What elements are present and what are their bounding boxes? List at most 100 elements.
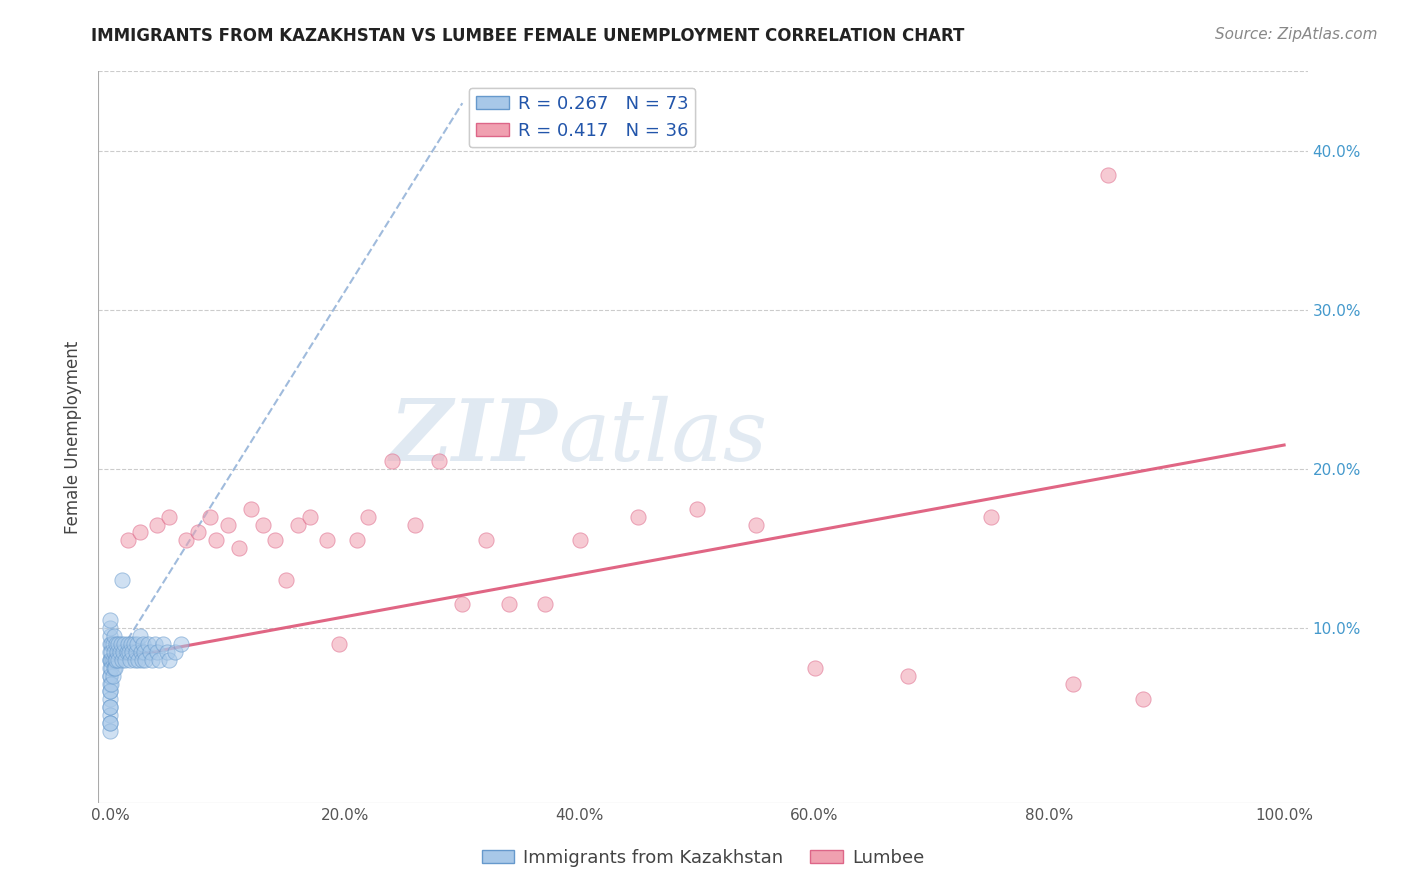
Point (217, 517, 239, 532)
Point (115, 645, 138, 659)
Text: IMMIGRANTS FROM KAZAKHSTAN VS LUMBEE FEMALE UNEMPLOYMENT CORRELATION CHART: IMMIGRANTS FROM KAZAKHSTAN VS LUMBEE FEM… (91, 27, 965, 45)
Point (134, 653, 156, 667)
Point (107, 637, 129, 651)
Point (131, 653, 153, 667)
Point (117, 533, 139, 548)
Point (98, 668, 121, 682)
Point (112, 637, 135, 651)
Point (108, 645, 131, 659)
Point (98, 637, 121, 651)
Point (357, 509, 380, 524)
Point (98, 653, 121, 667)
Point (121, 645, 143, 659)
Point (98, 621, 121, 635)
Point (298, 509, 321, 524)
Point (686, 501, 709, 516)
Point (128, 629, 150, 643)
Point (533, 597, 555, 611)
Point (176, 533, 198, 548)
Point (136, 637, 159, 651)
Point (141, 653, 163, 667)
Point (125, 645, 148, 659)
Point (110, 637, 132, 651)
Text: atlas: atlas (558, 396, 768, 478)
Point (1062, 676, 1084, 690)
Point (98, 629, 121, 643)
Point (111, 573, 134, 587)
Point (627, 509, 650, 524)
Point (98, 708, 121, 723)
Point (111, 653, 134, 667)
Point (105, 637, 128, 651)
Point (328, 637, 350, 651)
Point (745, 517, 768, 532)
Point (148, 653, 170, 667)
Point (100, 676, 122, 690)
Point (112, 645, 135, 659)
Point (228, 541, 250, 556)
Point (427, 454, 450, 468)
Point (1132, 692, 1154, 706)
Point (98, 716, 121, 731)
Point (404, 517, 426, 532)
Point (346, 533, 368, 548)
Point (128, 525, 150, 540)
Point (122, 637, 145, 651)
Point (980, 509, 1002, 524)
Point (98, 660, 121, 674)
Point (204, 533, 226, 548)
Point (252, 517, 274, 532)
Point (198, 509, 221, 524)
Point (316, 533, 339, 548)
Point (1097, 168, 1119, 182)
Point (169, 637, 191, 651)
Point (117, 637, 139, 651)
Text: ZIP: ZIP (389, 395, 558, 479)
Point (98, 716, 121, 731)
Point (101, 668, 124, 682)
Point (118, 645, 141, 659)
Point (127, 653, 149, 667)
Point (100, 653, 122, 667)
Point (139, 645, 162, 659)
Point (101, 653, 124, 667)
Point (104, 660, 127, 674)
Legend: R = 0.267   N = 73, R = 0.417   N = 36: R = 0.267 N = 73, R = 0.417 N = 36 (468, 87, 696, 147)
Point (98, 684, 121, 698)
Point (98, 653, 121, 667)
Point (134, 645, 156, 659)
Point (240, 501, 263, 516)
Point (451, 597, 474, 611)
Point (287, 517, 309, 532)
Point (98, 700, 121, 714)
Point (187, 525, 209, 540)
Point (100, 645, 122, 659)
Point (263, 533, 285, 548)
Point (107, 653, 129, 667)
Point (157, 653, 180, 667)
Point (98, 613, 121, 627)
Point (143, 637, 166, 651)
Point (475, 533, 498, 548)
Point (103, 660, 125, 674)
Point (129, 645, 152, 659)
Point (276, 573, 298, 587)
Point (152, 637, 174, 651)
Point (98, 700, 121, 714)
Point (98, 684, 121, 698)
Point (124, 653, 146, 667)
Point (381, 454, 404, 468)
Point (100, 637, 122, 651)
Point (568, 533, 591, 548)
Point (103, 645, 125, 659)
Point (120, 653, 142, 667)
Point (146, 517, 169, 532)
Point (897, 668, 920, 682)
Point (98, 724, 121, 739)
Point (98, 676, 121, 690)
Point (803, 660, 825, 674)
Y-axis label: Female Unemployment: Female Unemployment (65, 341, 83, 533)
Point (105, 653, 128, 667)
Point (98, 668, 121, 682)
Point (98, 645, 121, 659)
